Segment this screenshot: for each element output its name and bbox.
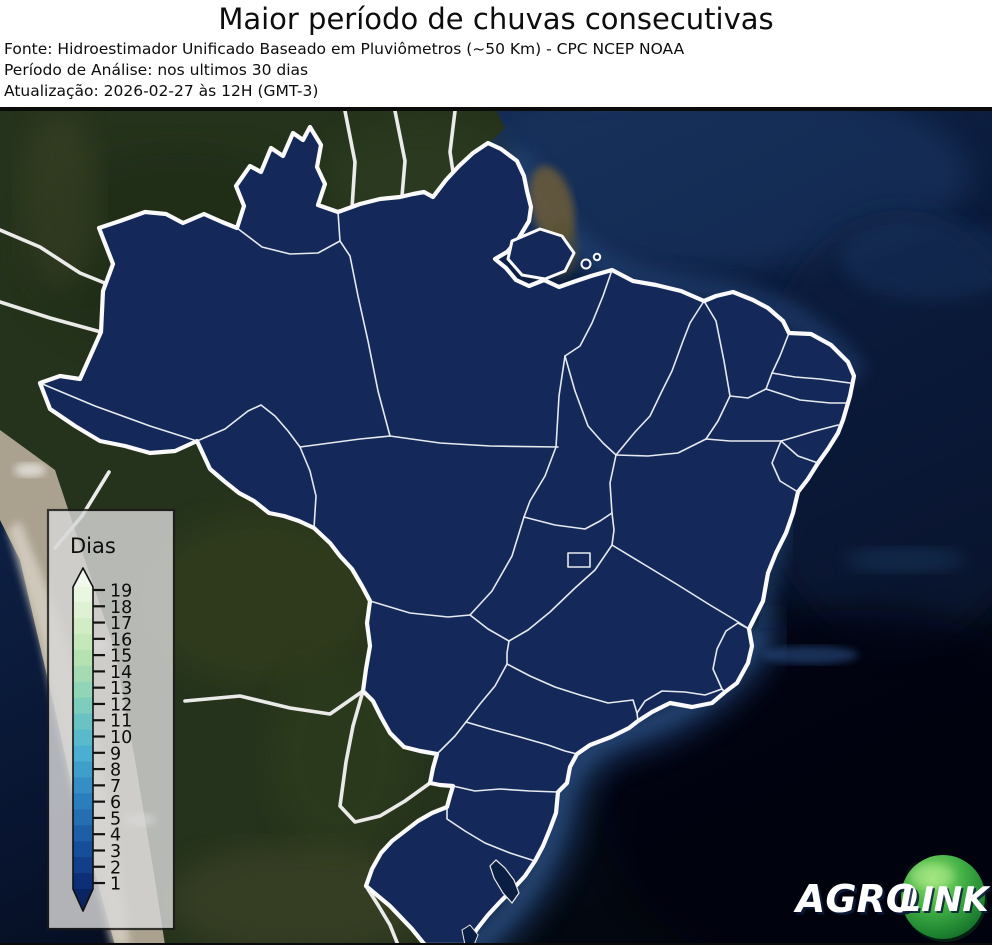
legend-tick-label: 14: [110, 663, 132, 683]
legend-tick-label: 15: [110, 647, 132, 667]
legend-tick-label: 2: [110, 858, 121, 878]
legend-tick-label: 4: [110, 826, 121, 846]
legend-tick-label: 3: [110, 842, 121, 862]
map-canvas: Dias 19 18 17 16 15 14 13 12 11 10 9 8 7 6 5 4 3 2 1 AGRO …: [0, 80, 992, 947]
legend-color-band: [73, 825, 93, 842]
legend-tick-label: 7: [110, 777, 121, 797]
legend-tick-label: 9: [110, 744, 121, 764]
legend-tick-label: 8: [110, 761, 121, 781]
legend-tick-label: 12: [110, 695, 132, 715]
legend-color-band: [73, 601, 93, 619]
legend-color-band: [73, 761, 93, 778]
logo-agro-shadow: AGRO: [795, 880, 920, 924]
legend-color-band: [73, 873, 93, 890]
legend-color-band: [73, 745, 93, 762]
legend-title: Dias: [70, 534, 116, 558]
legend-color-band: [73, 681, 93, 698]
legend-color-band: [73, 586, 93, 603]
legend-tick-label: 13: [110, 679, 132, 699]
delta-islet: [580, 258, 592, 270]
brazil-outline: [37, 124, 857, 947]
page-title: Maior período de chuvas consecutivas: [218, 2, 774, 36]
legend-tick-label: 6: [110, 793, 121, 813]
logo-link-text: LINK: [899, 880, 991, 920]
legend-tick-label: 17: [110, 614, 132, 634]
legend-color-band: [73, 793, 93, 810]
legend-color-band: [73, 857, 93, 874]
agrolink-logo: AGRO AGRO LINK LINK: [793, 855, 992, 942]
state-borders: [39, 211, 851, 862]
legend-color-band: [73, 665, 93, 683]
legend-color-band: [73, 777, 93, 794]
legend-color-band: [73, 729, 93, 746]
legend-color-band: [73, 713, 93, 730]
legend-color-band: [73, 633, 93, 651]
legend-color-band: [73, 841, 93, 858]
marajo-island: [506, 227, 576, 281]
legend-tick-label: 5: [110, 809, 121, 829]
brazil-states: [37, 124, 857, 947]
legend-box: [46, 508, 176, 931]
period-line: Período de Análise: nos ultimos 30 dias: [4, 61, 309, 79]
legend-arrow-top: [73, 568, 93, 587]
distrito-federal-outline: [567, 552, 591, 568]
legend-tick-label: 11: [110, 712, 132, 732]
header: Maior período de chuvas consecutivas Fon…: [0, 0, 992, 108]
delta-islet: [592, 252, 602, 262]
logo-agro-text: AGRO: [793, 877, 918, 921]
legend-color-band: [73, 809, 93, 826]
legend-colorbar-outline: [72, 567, 94, 912]
update-line: Atualização: 2026-02-27 às 12H (GMT-3): [4, 82, 319, 100]
legend-color-band: [73, 649, 93, 667]
legend-color-band: [73, 617, 93, 635]
legend-tick-label: 19: [110, 582, 132, 602]
logo-ball-highlight: [910, 864, 954, 888]
legend-tick-label: 10: [110, 728, 132, 748]
legend-tick-label: 1: [110, 875, 121, 895]
logo-link-shadow: LINK: [901, 882, 992, 922]
country-borders: [0, 109, 457, 947]
legend-arrow-bottom: [73, 889, 93, 911]
legend-color-band: [73, 697, 93, 714]
source-line: Fonte: Hidroestimador Unificado Baseado …: [4, 40, 685, 58]
legend-tick-label: 16: [110, 630, 132, 650]
legend-tick-label: 18: [110, 598, 132, 618]
